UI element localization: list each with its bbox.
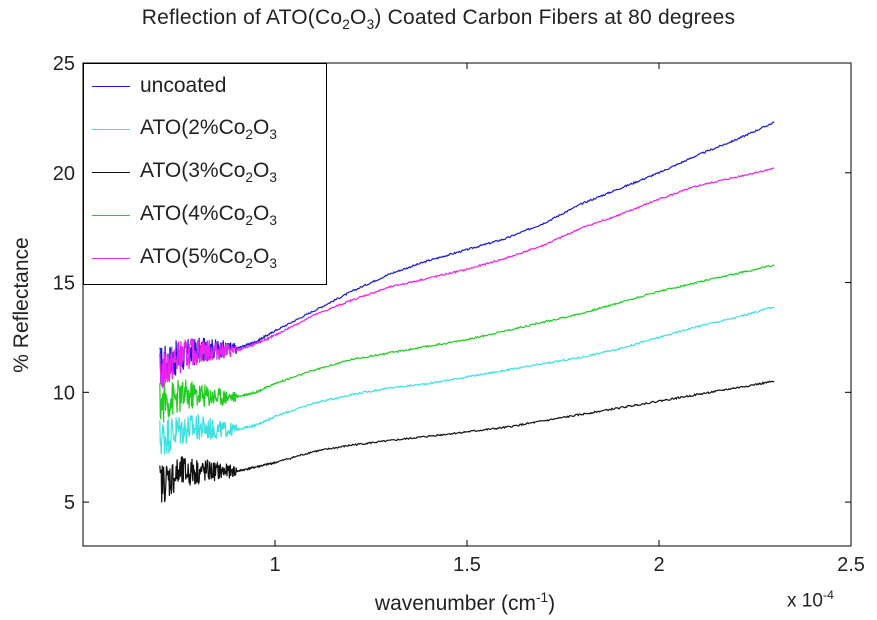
- legend-item-ato-2: ATO(2%Co2O3: [84, 109, 277, 149]
- x-axis-label: wavenumber (cm-1): [374, 590, 556, 615]
- series-line-4: [159, 167, 775, 389]
- y-tick-label: 25: [53, 53, 75, 75]
- series-line-2: [159, 380, 775, 503]
- series-line-1: [159, 306, 775, 455]
- x-tick-label: 2: [653, 554, 664, 576]
- legend-item-uncoated: uncoated: [84, 66, 226, 106]
- legend-label: ATO(5%Co2O3: [140, 244, 277, 272]
- series-layer: [159, 121, 775, 503]
- x-tick-label: 1: [269, 554, 280, 576]
- legend-item-ato-5: ATO(5%Co2O3: [84, 238, 277, 278]
- legend-label: ATO(3%Co2O3: [140, 158, 277, 186]
- y-tick-label: 15: [53, 273, 75, 295]
- legend-swatch: [92, 257, 130, 259]
- legend-swatch: [92, 171, 130, 173]
- legend-swatch: [92, 214, 130, 216]
- y-tick-label: 10: [53, 382, 75, 404]
- chart-title: Reflection of ATO(Co2O3) Coated Carbon F…: [141, 6, 736, 33]
- legend-label: uncoated: [140, 74, 227, 97]
- legend-item-ato-3: ATO(3%Co2O3: [84, 152, 277, 192]
- axes-layer: 1 1.5 2 2.5 5 10 15 20 25: [53, 53, 865, 576]
- legend-swatch: [92, 85, 130, 87]
- series-line-3: [159, 264, 775, 423]
- y-tick-label: 5: [64, 492, 75, 514]
- y-tick-label: 20: [53, 163, 75, 185]
- legend-swatch: [92, 128, 130, 130]
- legend-label: ATO(2%Co2O3: [140, 115, 277, 143]
- y-axis-label: % Reflectance: [10, 237, 33, 373]
- x-tick-label: 2.5: [837, 554, 865, 576]
- legend: uncoated ATO(2%Co2O3 ATO(3%Co2O3 ATO(4%C…: [83, 63, 327, 285]
- x-axis-exponent: x 10-4: [787, 588, 834, 612]
- x-tick-label: 1.5: [453, 554, 481, 576]
- legend-label: ATO(4%Co2O3: [140, 201, 277, 229]
- legend-item-ato-4: ATO(4%Co2O3: [84, 195, 277, 235]
